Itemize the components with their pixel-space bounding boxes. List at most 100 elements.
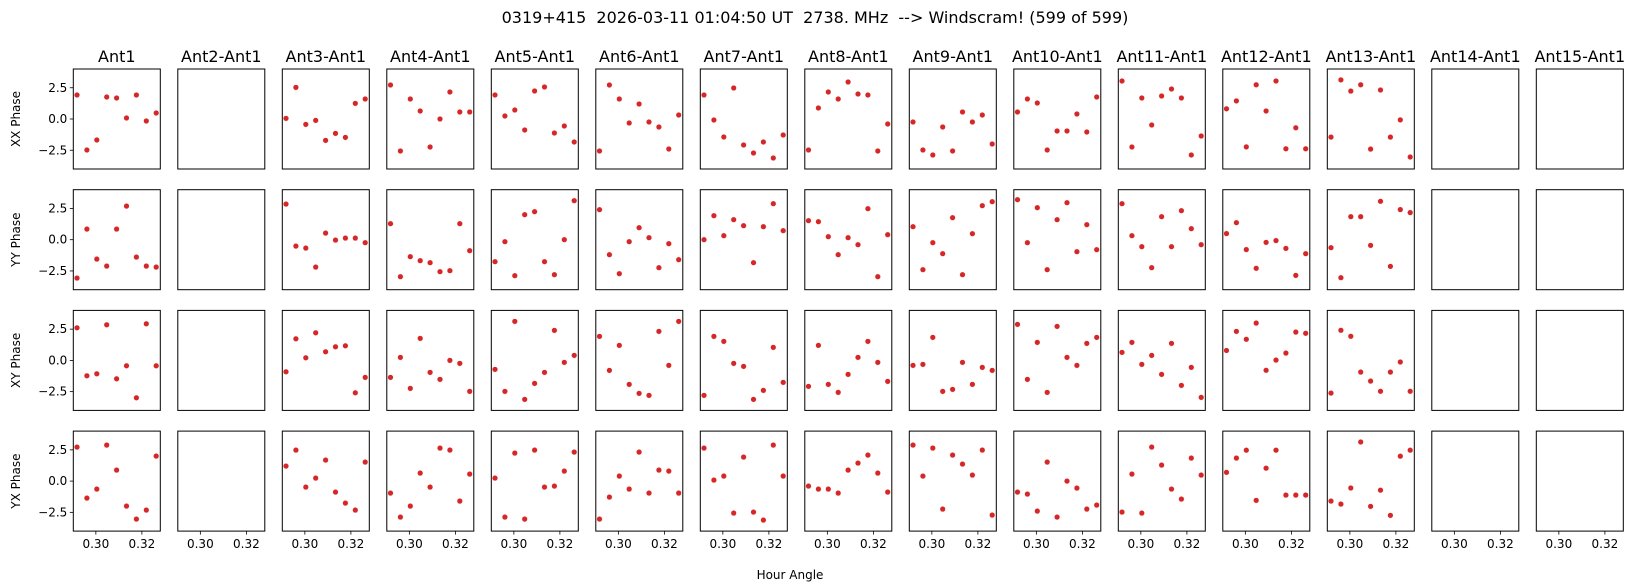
data-point	[417, 107, 424, 114]
y-tick-label: 0.0	[48, 233, 67, 247]
data-point	[1148, 444, 1155, 451]
data-point	[571, 352, 578, 359]
data-point	[302, 121, 309, 128]
subplot-yx-7: 0.30 0.32	[804, 430, 893, 551]
x-tick-label: 0.30	[396, 537, 423, 551]
x-tick-label: 0.32	[1174, 537, 1201, 551]
data-point	[362, 374, 369, 381]
data-point	[103, 442, 110, 449]
data-point	[1024, 491, 1031, 498]
x-tick-label: 0.30	[918, 537, 945, 551]
subplot-xx-1	[177, 68, 266, 170]
subplot-xx-8	[908, 68, 997, 170]
data-point	[1263, 239, 1270, 246]
data-point	[1118, 349, 1125, 356]
data-point	[1282, 492, 1289, 499]
data-point	[701, 445, 708, 452]
subplot-xy-11	[1222, 309, 1311, 411]
data-point	[1263, 107, 1270, 114]
data-point	[1118, 77, 1125, 84]
data-point	[501, 388, 508, 395]
data-point	[1357, 369, 1364, 376]
data-point	[1302, 330, 1309, 337]
data-point	[1118, 509, 1125, 516]
x-tick-label: 0.30	[1441, 537, 1468, 551]
data-point	[1034, 508, 1041, 515]
data-point	[551, 483, 558, 490]
subplot-frame	[908, 68, 997, 170]
data-point	[720, 133, 727, 140]
data-point	[770, 154, 777, 161]
data-point	[492, 475, 499, 482]
data-point	[949, 214, 956, 221]
subplot-xy-6	[699, 309, 788, 411]
data-point	[93, 256, 100, 263]
data-point	[1118, 200, 1125, 207]
x-tick-label: 0.32	[1383, 537, 1410, 551]
data-point	[511, 318, 518, 325]
data-point	[884, 378, 891, 385]
panel-grid: Ant1 2.5 0.0 −2.5 XX Phase 2.5 0.0 −2.5 YY Phase…	[9, 47, 1625, 551]
data-point	[407, 253, 414, 260]
data-point	[636, 449, 643, 456]
data-point	[1223, 230, 1230, 237]
data-point	[750, 396, 757, 403]
data-point	[1337, 501, 1344, 508]
data-point	[1044, 459, 1051, 466]
data-point	[1302, 492, 1309, 499]
data-point	[561, 236, 568, 243]
data-point	[397, 147, 404, 154]
data-point	[855, 241, 862, 248]
subplot-frame	[1222, 68, 1311, 170]
data-point	[446, 447, 453, 454]
data-point	[551, 129, 558, 136]
data-point	[1233, 328, 1240, 335]
data-point	[1243, 246, 1250, 253]
data-point	[1188, 151, 1195, 158]
data-point	[874, 147, 881, 154]
subplot-frame	[804, 430, 893, 532]
data-point	[720, 232, 727, 239]
data-point	[874, 359, 881, 366]
data-point	[1327, 134, 1334, 141]
data-point	[561, 122, 568, 129]
data-point	[750, 259, 757, 266]
data-point	[864, 452, 871, 459]
data-point	[83, 495, 90, 502]
data-point	[153, 362, 160, 369]
data-point	[1014, 489, 1021, 496]
subplot-xx-13	[1431, 68, 1520, 170]
data-point	[492, 91, 499, 98]
data-point	[427, 143, 434, 150]
data-point	[1093, 334, 1100, 341]
data-point	[949, 386, 956, 393]
data-point	[123, 114, 130, 121]
data-point	[606, 81, 613, 88]
data-point	[143, 117, 150, 124]
data-point	[1168, 85, 1175, 92]
x-tick-label: 0.32	[338, 537, 365, 551]
data-point	[1367, 146, 1374, 153]
data-point	[1138, 510, 1145, 517]
data-point	[969, 472, 976, 479]
data-point	[283, 201, 290, 208]
x-tick-label: 0.30	[1127, 537, 1154, 551]
subplot-xy-3	[386, 309, 475, 411]
subplot-yx-13: 0.30 0.32	[1431, 430, 1520, 551]
data-point	[1377, 198, 1384, 205]
data-point	[302, 354, 309, 361]
data-point	[417, 470, 424, 477]
data-point	[655, 264, 662, 271]
subplot-yy-10	[1117, 189, 1206, 291]
subplot-frame	[281, 430, 370, 532]
data-point	[910, 118, 917, 125]
subplot-yx-12: 0.30 0.32	[1326, 430, 1415, 551]
subplot-yy-0: 2.5 0.0 −2.5 YY Phase	[9, 189, 161, 291]
data-point	[571, 138, 578, 145]
data-point	[646, 392, 653, 399]
data-point	[1272, 357, 1279, 364]
data-point	[531, 447, 538, 454]
subplot-frame	[177, 189, 266, 291]
data-point	[864, 338, 871, 345]
data-point	[740, 222, 747, 229]
